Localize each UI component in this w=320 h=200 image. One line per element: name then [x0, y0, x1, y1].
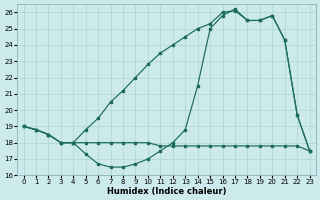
- X-axis label: Humidex (Indice chaleur): Humidex (Indice chaleur): [107, 187, 226, 196]
